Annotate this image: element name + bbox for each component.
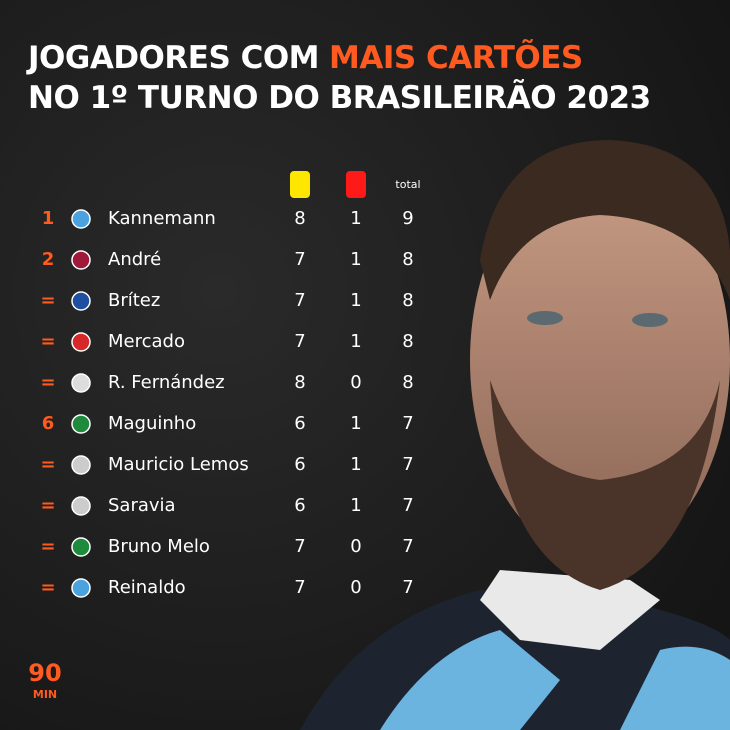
- rank: =: [40, 290, 55, 311]
- club-badge: [71, 373, 91, 393]
- club-badge: [71, 209, 91, 229]
- rank: =: [40, 331, 55, 352]
- total-cards: 7: [402, 413, 413, 434]
- yellow-cards: 6: [294, 413, 305, 434]
- table-row: 6 Maguinho 6 1 7: [42, 413, 414, 434]
- player-name: Bruno Melo: [108, 536, 210, 557]
- rank: 6: [42, 413, 55, 434]
- table: 1 Kannemann 8 1 9 2 André 7 1 8 = Brítez 7 1 8 = Mercado…: [40, 208, 413, 598]
- red-card-header: [346, 171, 366, 198]
- yellow-cards: 7: [294, 331, 305, 352]
- table-row: 2 André 7 1 8: [42, 249, 414, 270]
- logo-bottom: MIN: [33, 688, 57, 701]
- red-cards: 1: [350, 454, 361, 475]
- total-cards: 7: [402, 454, 413, 475]
- yellow-cards: 7: [294, 536, 305, 557]
- player-name: Mauricio Lemos: [108, 454, 249, 475]
- total-header: total: [395, 178, 420, 191]
- table-row: = Bruno Melo 7 0 7: [40, 536, 413, 557]
- table-row: = Saravia 6 1 7: [40, 495, 413, 516]
- yellow-cards: 8: [294, 208, 305, 229]
- club-badge: [71, 537, 91, 557]
- club-badge: [71, 414, 91, 434]
- player-name: Saravia: [108, 495, 176, 516]
- club-badge: [71, 332, 91, 352]
- player-name: R. Fernández: [108, 372, 225, 393]
- total-cards: 8: [402, 372, 413, 393]
- red-cards: 1: [350, 495, 361, 516]
- title-line1: JOGADORES COM MAIS CARTÕES: [26, 39, 583, 76]
- total-cards: 8: [402, 249, 413, 270]
- title-line2: NO 1º TURNO DO BRASILEIRÃO 2023: [28, 79, 651, 116]
- total-cards: 7: [402, 577, 413, 598]
- table-row: = Mauricio Lemos 6 1 7: [40, 454, 413, 475]
- red-cards: 0: [350, 577, 361, 598]
- red-cards: 1: [350, 290, 361, 311]
- total-cards: 8: [402, 290, 413, 311]
- player-name: Kannemann: [108, 208, 216, 229]
- yellow-cards: 7: [294, 249, 305, 270]
- total-cards: 7: [402, 495, 413, 516]
- yellow-card-header: [290, 171, 310, 198]
- club-badge: [71, 578, 91, 598]
- club-badge: [71, 291, 91, 311]
- club-badge: [71, 496, 91, 516]
- table-row: = Reinaldo 7 0 7: [40, 577, 413, 598]
- player-name: Mercado: [108, 331, 185, 352]
- yellow-cards: 7: [294, 577, 305, 598]
- yellow-cards: 8: [294, 372, 305, 393]
- yellow-cards: 7: [294, 290, 305, 311]
- rank: =: [40, 495, 55, 516]
- rank: =: [40, 536, 55, 557]
- yellow-cards: 6: [294, 495, 305, 516]
- red-cards: 1: [350, 331, 361, 352]
- table-row: = R. Fernández 8 0 8: [40, 372, 413, 393]
- yellow-cards: 6: [294, 454, 305, 475]
- player-name: Brítez: [108, 290, 160, 311]
- rank: 1: [42, 208, 55, 229]
- title-start: JOGADORES COM: [26, 40, 319, 76]
- rank: =: [40, 372, 55, 393]
- rank: 2: [42, 249, 55, 270]
- table-row: = Mercado 7 1 8: [40, 331, 413, 352]
- club-badge: [71, 250, 91, 270]
- player-name: Reinaldo: [108, 577, 186, 598]
- title-highlight: MAIS CARTÕES: [329, 39, 583, 76]
- logo-top: 90: [28, 659, 61, 687]
- table-row: 1 Kannemann 8 1 9: [42, 208, 414, 229]
- total-cards: 7: [402, 536, 413, 557]
- player-photo: [300, 140, 730, 730]
- table-row: = Brítez 7 1 8: [40, 290, 413, 311]
- total-cards: 8: [402, 331, 413, 352]
- red-cards: 0: [350, 372, 361, 393]
- red-cards: 1: [350, 413, 361, 434]
- player-name: André: [108, 249, 161, 270]
- red-cards: 1: [350, 208, 361, 229]
- player-name: Maguinho: [108, 413, 196, 434]
- logo: 90 MIN: [28, 659, 61, 701]
- total-cards: 9: [402, 208, 413, 229]
- club-badge: [71, 455, 91, 475]
- red-cards: 0: [350, 536, 361, 557]
- rank: =: [40, 454, 55, 475]
- rank: =: [40, 577, 55, 598]
- red-cards: 1: [350, 249, 361, 270]
